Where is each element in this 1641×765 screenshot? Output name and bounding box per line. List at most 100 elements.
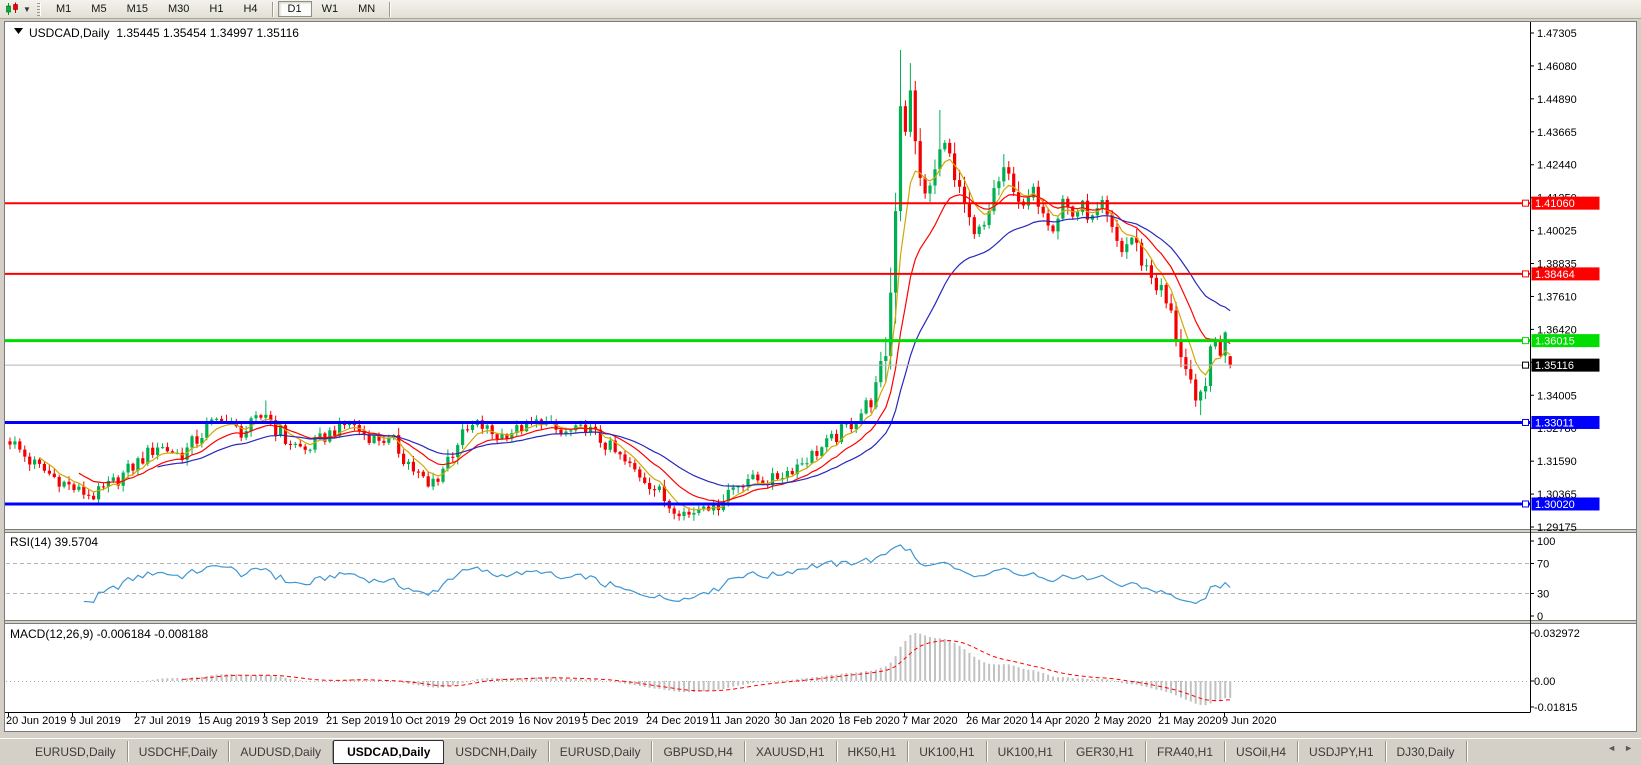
chart-tab-usdcad-daily[interactable]: USDCAD,Daily	[333, 740, 445, 764]
horizontal-level-lines[interactable]	[5, 202, 1530, 506]
date-label: 27 Jul 2019	[134, 715, 191, 727]
price-badge: 1.30020	[1535, 499, 1575, 511]
price-tick-label: 1.44890	[1537, 94, 1577, 106]
timeframe-button-mn[interactable]: MN	[358, 3, 376, 15]
date-label: 20 Jun 2019	[6, 715, 67, 727]
date-label: 30 Jan 2020	[774, 715, 835, 727]
date-label: 24 Dec 2019	[646, 715, 708, 727]
date-label: 16 Nov 2019	[518, 715, 580, 727]
price-tick-label: 1.47305	[1537, 28, 1577, 40]
moving-averages-layer	[39, 158, 1231, 511]
moving-average-line-14	[78, 193, 1231, 503]
chart-tabs: EURUSD,Daily USDCHF,Daily AUDUSD,Daily USDC…	[24, 739, 1467, 764]
macd-tick-label: 0.032972	[1534, 628, 1580, 640]
chart-menu-caret-icon[interactable]	[14, 28, 23, 34]
chart-tab-usdchf-daily[interactable]: USDCHF,Daily	[128, 741, 230, 762]
timeframe-button-m30[interactable]: M30	[167, 3, 190, 15]
price-tick-label: 1.36420	[1537, 324, 1577, 336]
date-label: 5 Dec 2019	[582, 715, 638, 727]
chart-tab-usdjpy-h1[interactable]: USDJPY,H1	[1298, 741, 1386, 762]
date-label: 14 Apr 2020	[1030, 715, 1089, 727]
macd-tick-label: -0.01815	[1534, 702, 1577, 714]
price-badge: 1.33011	[1535, 417, 1574, 429]
candlestick-chart-icon[interactable]	[3, 2, 21, 17]
tabs-scroll-left-icon[interactable]: ◄	[1607, 743, 1617, 753]
chart-tab-uk100-h1[interactable]: UK100,H1	[908, 741, 987, 762]
macd-pane: 0.032972 0.00 -0.01815	[6, 628, 1580, 714]
chart-tab-usdcnh-daily[interactable]: USDCNH,Daily	[444, 741, 549, 762]
tabs-scroll-right-icon[interactable]: ►	[1624, 743, 1633, 753]
timeframe-toolbar: ▼ M1 M5 M15 M30 H1 H4 D1 W1 MN	[0, 0, 1641, 19]
date-label: 21 May 2020	[1158, 715, 1222, 727]
chart-tab-gbpusd-h4[interactable]: GBPUSD,H4	[652, 741, 745, 762]
price-tick-label: 1.40025	[1537, 226, 1577, 238]
price-badge: 1.35116	[1535, 360, 1574, 372]
tab-scroll-controls: ◄ ►	[1607, 739, 1641, 753]
price-tick-label: 1.43665	[1537, 127, 1577, 139]
macd-signal-line	[182, 640, 1231, 702]
timeframe-button-h4[interactable]: H4	[243, 3, 258, 15]
date-label: 9 Jun 2020	[1222, 715, 1276, 727]
chart-tab-usoil-h4[interactable]: USOil,H4	[1225, 741, 1299, 762]
rsi-tick-label: 0	[1537, 611, 1543, 623]
date-label: 26 Mar 2020	[966, 715, 1028, 727]
toolbar-separator	[389, 1, 392, 17]
price-tick-label: 1.29175	[1537, 522, 1577, 534]
date-label: 18 Feb 2020	[838, 715, 900, 727]
chart-tab-uk100-h1[interactable]: UK100,H1	[987, 741, 1065, 762]
timeframe-button-w1[interactable]: W1	[321, 3, 339, 15]
toolbar-separator	[271, 1, 274, 17]
date-label: 11 Jan 2020	[710, 715, 770, 727]
chart-canvas: 1.473051.460801.448901.436651.424401.412…	[4, 21, 1637, 732]
timeframe-button-m1[interactable]: M1	[56, 3, 72, 15]
rsi-pane: 100 70 30 0	[6, 536, 1555, 623]
moving-average-line-6	[39, 158, 1231, 511]
date-label: 2 May 2020	[1094, 715, 1151, 727]
date-label: 3 Sep 2019	[262, 715, 318, 727]
price-badge: 1.36015	[1535, 336, 1575, 348]
chart-tab-fra40-h1[interactable]: FRA40,H1	[1146, 741, 1226, 762]
date-label: 29 Oct 2019	[454, 715, 514, 727]
chart-tab-dj30-daily[interactable]: DJ30,Daily	[1386, 741, 1467, 762]
timeframe-button-h1[interactable]: H1	[209, 3, 224, 15]
chart-tab-eurusd-daily[interactable]: EURUSD,Daily	[549, 741, 653, 762]
toolbar-drag-grip[interactable]	[37, 2, 41, 16]
macd-tick-label: 0.00	[1534, 676, 1555, 688]
rsi-line	[83, 544, 1231, 605]
chart-tab-ger30-h1[interactable]: GER30,H1	[1065, 741, 1146, 762]
price-badge: 1.38464	[1535, 269, 1575, 281]
rsi-tick-label: 30	[1537, 589, 1549, 601]
chart-tab-hk50-h1[interactable]: HK50,H1	[837, 741, 909, 762]
chart-tab-eurusd-daily[interactable]: EURUSD,Daily	[24, 741, 128, 762]
date-label: 15 Aug 2019	[198, 715, 260, 727]
date-label: 9 Jul 2019	[70, 715, 121, 727]
chart-window-frame	[4, 21, 1637, 732]
timeframe-button-m5[interactable]: M5	[91, 3, 107, 15]
date-label: 10 Oct 2019	[390, 715, 450, 727]
date-label: 7 Mar 2020	[902, 715, 958, 727]
price-axis-badges: 1.41060 1.38464 1.36015 1.33011 1.30020 1.351…	[1522, 196, 1600, 511]
chart-header-quote: USDCAD,Daily 1.35445 1.35454 1.34997 1.3…	[29, 26, 299, 40]
chevron-down-icon[interactable]: ▼	[23, 4, 31, 14]
rsi-tick-label: 70	[1537, 559, 1549, 571]
price-tick-label: 1.31590	[1537, 456, 1577, 468]
timeframe-button-m15[interactable]: M15	[126, 3, 148, 15]
chart-tab-audusd-daily[interactable]: AUDUSD,Daily	[229, 741, 334, 762]
price-tick-label: 1.46080	[1537, 61, 1577, 73]
rsi-tick-label: 100	[1537, 536, 1555, 548]
timeframe-button-d1[interactable]: D1	[277, 1, 312, 17]
timeframe-buttons: M1 M5 M15 M30 H1 H4 D1 W1 MN	[46, 1, 395, 17]
price-tick-label: 1.34005	[1537, 390, 1577, 402]
macd-label: MACD(12,26,9) -0.006184 -0.008188	[10, 627, 208, 641]
rsi-label: RSI(14) 39.5704	[10, 535, 98, 549]
price-tick-label: 1.42440	[1537, 160, 1577, 172]
time-axis: 20 Jun 2019 9 Jul 2019 27 Jul 2019 15 Aug 2…	[6, 712, 1276, 727]
moving-average-line-30	[157, 215, 1231, 487]
price-tick-label: 1.37610	[1537, 291, 1577, 303]
chart-tab-xauusd-h1[interactable]: XAUUSD,H1	[745, 741, 837, 762]
chart-tab-bar: EURUSD,Daily USDCHF,Daily AUDUSD,Daily USDC…	[0, 738, 1641, 765]
macd-histogram	[136, 633, 1232, 706]
date-label: 21 Sep 2019	[326, 715, 388, 727]
price-badge: 1.41060	[1535, 198, 1575, 210]
